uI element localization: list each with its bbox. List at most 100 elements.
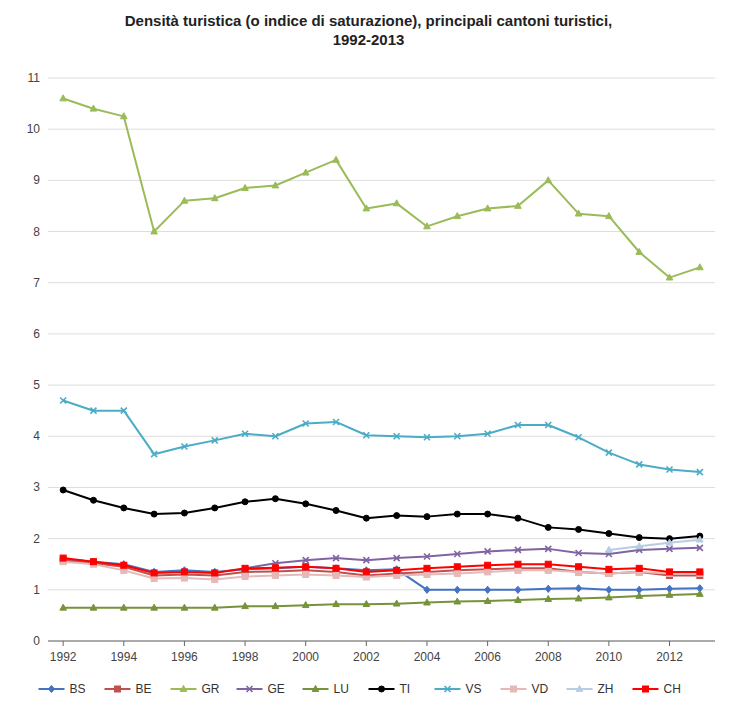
series-line — [609, 540, 700, 550]
point — [515, 547, 521, 553]
point — [545, 561, 551, 567]
y-tick-label: 3 — [33, 480, 40, 494]
legend-item: TI — [369, 682, 411, 696]
series-line — [63, 400, 700, 472]
legend: BSBEGRGELUTIVSVDZHCH — [39, 682, 681, 696]
x-tick-label: 1992 — [50, 650, 77, 664]
point — [151, 576, 157, 582]
y-tick-label: 11 — [28, 71, 41, 85]
grid-line — [48, 538, 715, 539]
x-tick-label: 2012 — [656, 650, 683, 664]
point — [394, 566, 400, 573]
legend-item: CH — [633, 682, 681, 696]
point — [697, 536, 704, 542]
y-tick-label: 10 — [27, 122, 41, 136]
point — [363, 567, 369, 574]
point — [454, 598, 461, 604]
point — [333, 507, 339, 513]
point — [151, 511, 157, 517]
legend-label: TI — [400, 682, 411, 696]
x-tick — [548, 641, 549, 646]
series — [60, 95, 703, 280]
background — [0, 0, 737, 723]
grid-line — [48, 231, 715, 232]
point — [60, 604, 67, 610]
point — [302, 169, 309, 175]
legend-item: ZH — [567, 682, 614, 696]
point — [90, 559, 96, 565]
point — [272, 565, 278, 572]
point — [424, 571, 430, 577]
point — [697, 264, 704, 270]
point — [454, 586, 460, 593]
point — [181, 569, 187, 575]
point — [303, 564, 309, 570]
point — [667, 569, 673, 575]
point — [303, 571, 309, 577]
point — [545, 422, 551, 428]
point — [515, 586, 521, 593]
y-tick-label: 2 — [33, 532, 40, 546]
legend-label: VS — [466, 682, 482, 696]
y-tick-label: 6 — [33, 327, 40, 341]
point — [424, 565, 430, 571]
point — [90, 604, 97, 610]
point — [515, 422, 521, 428]
point — [666, 274, 673, 280]
point — [424, 599, 431, 605]
point — [424, 514, 430, 520]
legend-item: VD — [501, 682, 549, 696]
point — [242, 431, 248, 437]
legend-label: BE — [136, 682, 152, 696]
x-tick-label: 1994 — [110, 650, 137, 664]
point — [606, 213, 613, 219]
legend-item: VS — [435, 682, 482, 696]
x-tick — [426, 641, 427, 646]
point — [211, 604, 218, 610]
point — [90, 105, 97, 111]
y-tick-label: 5 — [33, 378, 40, 392]
point — [424, 223, 431, 229]
x-tick-label: 2006 — [474, 650, 501, 664]
legend-marker — [115, 686, 121, 692]
legend-label: GE — [268, 682, 285, 696]
series-line — [63, 594, 700, 608]
legend-label: BS — [70, 682, 86, 696]
point — [363, 205, 370, 211]
point — [363, 557, 369, 563]
point — [363, 432, 369, 438]
point — [515, 202, 522, 208]
point — [212, 577, 218, 583]
x-tick-label: 2000 — [292, 650, 319, 664]
legend-marker — [511, 686, 517, 692]
point — [363, 569, 369, 575]
x-tick-label: 2010 — [596, 650, 623, 664]
y-tick-label: 9 — [33, 173, 40, 187]
point — [697, 569, 703, 575]
point — [90, 497, 96, 503]
point — [242, 565, 248, 571]
point — [667, 546, 673, 552]
x-tick-label: 1996 — [171, 650, 198, 664]
y-tick-label: 0 — [33, 634, 40, 648]
point — [242, 499, 248, 505]
point — [697, 545, 703, 551]
point — [666, 539, 673, 545]
series — [60, 487, 703, 542]
point — [212, 568, 218, 575]
point — [545, 524, 551, 530]
x-tick — [366, 641, 367, 646]
point — [485, 562, 491, 568]
point — [151, 604, 158, 610]
legend-item: BE — [105, 682, 152, 696]
point — [60, 487, 66, 493]
point — [636, 543, 643, 549]
point — [181, 575, 187, 581]
point — [575, 595, 582, 601]
point — [485, 511, 491, 517]
grid-line — [48, 333, 715, 334]
y-tick-label: 4 — [33, 429, 40, 443]
y-tick-label: 7 — [33, 276, 40, 290]
point — [697, 469, 703, 475]
point — [545, 177, 552, 183]
